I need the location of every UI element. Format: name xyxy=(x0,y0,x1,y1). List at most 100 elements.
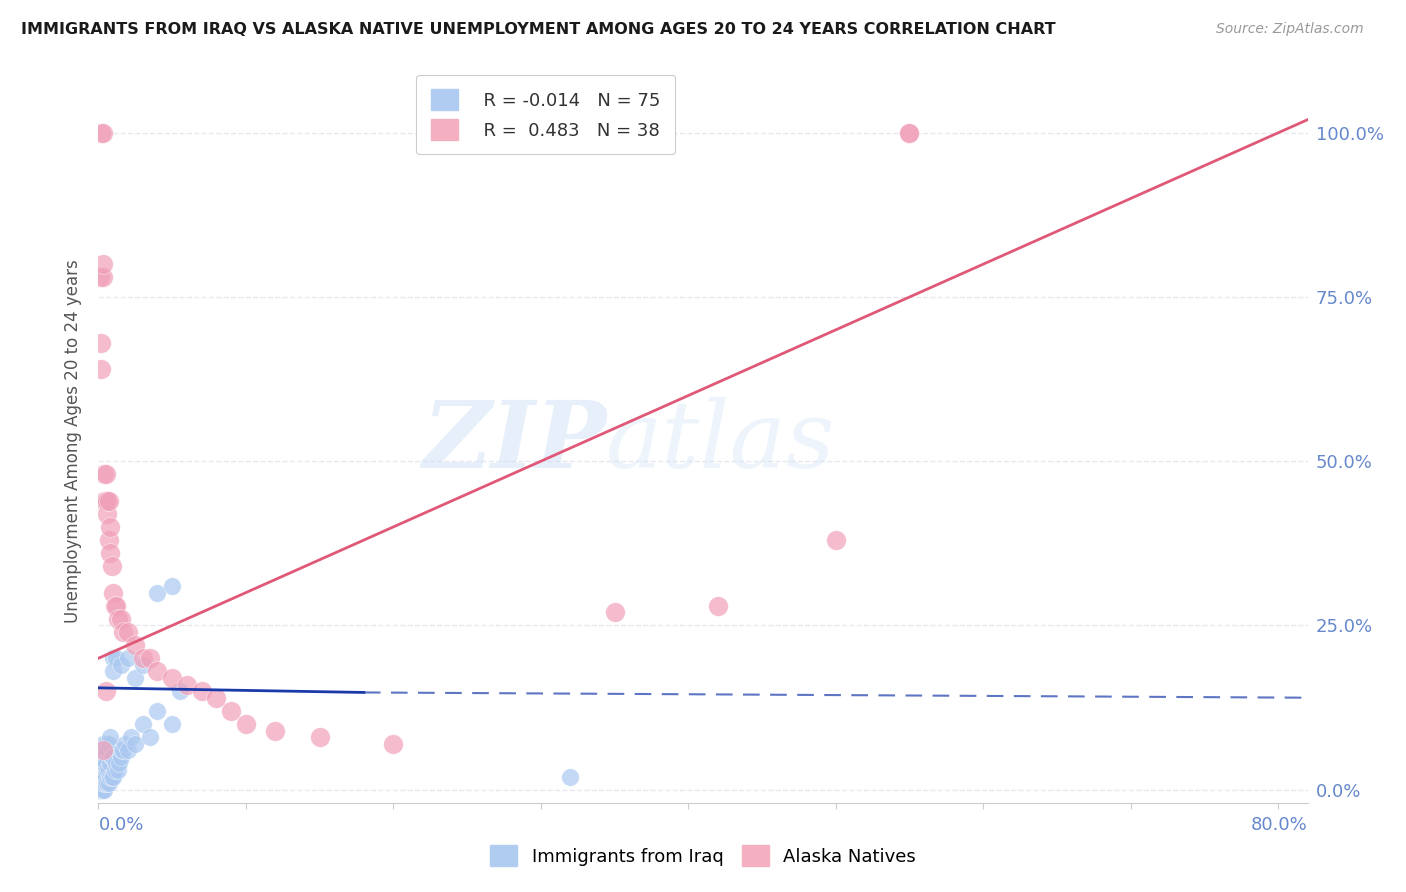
Point xyxy=(97,493,120,508)
Point xyxy=(89,770,111,784)
Point xyxy=(176,677,198,691)
Point xyxy=(98,520,121,534)
Point xyxy=(94,756,117,771)
Point xyxy=(96,763,118,777)
Point xyxy=(90,749,112,764)
Point xyxy=(98,770,121,784)
Point xyxy=(91,126,114,140)
Point xyxy=(560,770,582,784)
Point xyxy=(96,776,118,790)
Point xyxy=(89,756,111,771)
Point xyxy=(91,749,114,764)
Point xyxy=(97,763,120,777)
Point xyxy=(235,717,257,731)
Point xyxy=(93,493,115,508)
Point xyxy=(110,657,132,672)
Text: 80.0%: 80.0% xyxy=(1251,816,1308,834)
Point xyxy=(117,625,139,640)
Point xyxy=(139,651,162,665)
Point xyxy=(146,704,169,718)
Point xyxy=(898,126,921,140)
Point xyxy=(124,671,146,685)
Text: Source: ZipAtlas.com: Source: ZipAtlas.com xyxy=(1216,22,1364,37)
Point xyxy=(91,782,114,797)
Point xyxy=(90,763,112,777)
Point xyxy=(94,493,117,508)
Point xyxy=(93,770,115,784)
Point xyxy=(89,782,111,797)
Point xyxy=(90,776,112,790)
Point xyxy=(97,737,120,751)
Point xyxy=(264,723,287,738)
Point xyxy=(190,684,212,698)
Point xyxy=(112,743,135,757)
Point xyxy=(111,743,134,757)
Point xyxy=(94,737,117,751)
Point xyxy=(94,770,117,784)
Point xyxy=(308,730,330,744)
Point xyxy=(89,770,111,784)
Point xyxy=(169,684,191,698)
Text: 0.0%: 0.0% xyxy=(98,816,143,834)
Point xyxy=(160,671,183,685)
Point xyxy=(94,684,117,698)
Point xyxy=(382,737,405,751)
Point xyxy=(146,665,169,679)
Point xyxy=(112,625,135,640)
Point xyxy=(107,612,129,626)
Point xyxy=(706,599,728,613)
Point xyxy=(93,743,115,757)
Point xyxy=(96,743,118,757)
Point xyxy=(146,585,169,599)
Point xyxy=(93,756,115,771)
Point xyxy=(96,507,118,521)
Point xyxy=(898,126,921,140)
Point xyxy=(124,638,146,652)
Point xyxy=(108,756,131,771)
Point xyxy=(87,782,110,797)
Point xyxy=(101,651,124,665)
Point xyxy=(93,782,115,797)
Point xyxy=(98,546,121,560)
Point xyxy=(91,270,114,285)
Point xyxy=(117,651,139,665)
Point xyxy=(90,756,112,771)
Point xyxy=(104,763,127,777)
Point xyxy=(90,126,112,140)
Point xyxy=(94,776,117,790)
Point xyxy=(96,493,118,508)
Point xyxy=(93,776,115,790)
Point xyxy=(90,743,112,757)
Point xyxy=(205,690,228,705)
Point xyxy=(97,533,120,547)
Point xyxy=(160,579,183,593)
Point xyxy=(100,749,122,764)
Point xyxy=(89,270,111,285)
Point xyxy=(219,704,242,718)
Point xyxy=(117,743,139,757)
Point xyxy=(90,770,112,784)
Point xyxy=(91,763,114,777)
Y-axis label: Unemployment Among Ages 20 to 24 years: Unemployment Among Ages 20 to 24 years xyxy=(65,260,83,624)
Point xyxy=(94,467,117,482)
Point xyxy=(90,336,112,351)
Point xyxy=(131,651,153,665)
Point xyxy=(114,737,136,751)
Text: ZIP: ZIP xyxy=(422,397,606,486)
Point xyxy=(104,599,127,613)
Point xyxy=(91,737,114,751)
Point xyxy=(87,782,110,797)
Point xyxy=(107,763,129,777)
Point xyxy=(91,756,114,771)
Point xyxy=(93,467,115,482)
Point xyxy=(110,749,132,764)
Point xyxy=(89,782,111,797)
Point xyxy=(101,749,124,764)
Point xyxy=(90,782,112,797)
Point xyxy=(110,612,132,626)
Point xyxy=(91,743,114,757)
Point xyxy=(139,730,162,744)
Point xyxy=(105,651,128,665)
Point xyxy=(100,770,122,784)
Text: atlas: atlas xyxy=(606,397,835,486)
